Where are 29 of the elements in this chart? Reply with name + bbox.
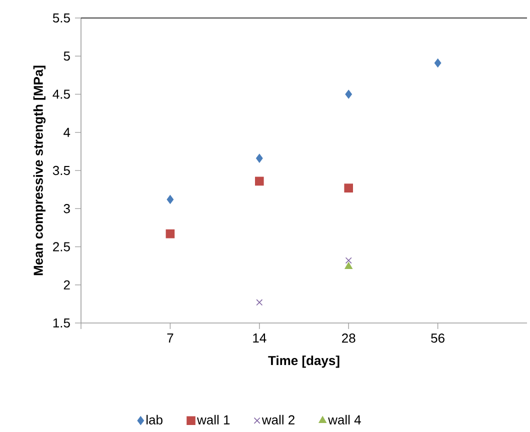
legend-label: wall 4 (328, 414, 361, 424)
y-tick-label: 2.5 (53, 242, 70, 252)
y-tick-label: 4 (64, 128, 70, 137)
x-tick-label: 28 (342, 334, 356, 343)
x-tick-label: 7 (167, 334, 174, 342)
y-tick-label: 5.5 (52, 13, 70, 23)
point (166, 229, 175, 238)
legend-label: wall 1 (196, 414, 230, 424)
legend-label: lab (146, 414, 162, 424)
y-tick-label: 4.5 (52, 90, 70, 99)
point (434, 58, 442, 68)
point (345, 257, 352, 264)
legend-label: wall 2 (262, 414, 294, 424)
y-tick-label: 3 (64, 204, 70, 214)
y-tick-label: 1.5 (53, 318, 70, 328)
point (256, 154, 263, 163)
y-tick-label: 5 (64, 52, 70, 61)
point (256, 299, 263, 306)
x-tick-label: 56 (431, 334, 444, 343)
point (344, 184, 353, 192)
x-axis-title: Time [days] (268, 356, 340, 368)
point (166, 195, 174, 204)
point (344, 262, 352, 269)
point (255, 176, 264, 186)
point (345, 90, 352, 99)
y-tick-label: 2 (64, 280, 70, 290)
x-tick-label: 14 (253, 334, 266, 342)
y-tick-label: 3.5 (52, 166, 70, 176)
y-axis-title: Mean compressive strength [MPa] (33, 66, 46, 276)
